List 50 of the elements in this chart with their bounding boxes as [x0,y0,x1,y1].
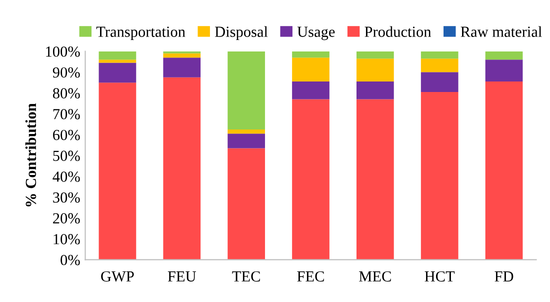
y-tick-label: 90% [52,67,80,78]
y-tick-label: 0% [60,254,80,266]
bar [420,51,458,59]
bar [420,58,458,72]
bar [163,58,201,78]
bar [292,58,330,82]
y-tick-label: 60% [53,130,80,140]
y-axis-title: % Contribution [25,103,36,206]
y-tick-label: 10% [54,234,80,244]
bar [292,99,330,260]
bar [228,134,266,148]
y-tick-label: 30% [53,192,80,203]
bar [356,58,394,82]
bar [228,148,266,260]
bar [356,51,394,59]
y-tick-label: 20% [53,213,80,224]
y-tick-label: 100% [46,46,80,57]
bar [163,53,201,58]
bar [292,82,330,100]
legend-label: Transportation [96,26,186,40]
x-tick-label: FEC [297,271,324,282]
bar [485,51,523,60]
bar [420,92,458,260]
y-tick-label: 50% [53,150,80,162]
x-tick-label: GWP [101,271,134,282]
bar [163,77,201,260]
bar [98,82,136,260]
x-tick-label: HCT [424,271,455,282]
x-tick-label: FD [494,271,514,282]
bar [356,82,394,100]
bar [228,129,266,134]
legend-label: Usage [297,26,335,40]
legend-label: Disposal [214,26,268,40]
y-tick-label: 70% [53,108,80,120]
bar [420,72,458,92]
y-tick-label: 80% [52,88,80,99]
bar [228,51,266,130]
bar [98,51,136,60]
y-tick-label: 40% [52,172,80,182]
x-tick-label: FEU [168,271,196,282]
legend-label: Production [364,26,432,37]
bar [98,60,136,63]
x-tick-label: TEC [232,271,260,282]
bar [98,62,136,83]
bar [485,82,523,260]
bar [356,99,394,260]
bar [292,51,330,58]
x-tick-label: MEC [359,271,391,282]
legend-label: Raw material [460,26,542,37]
bar [485,60,523,82]
